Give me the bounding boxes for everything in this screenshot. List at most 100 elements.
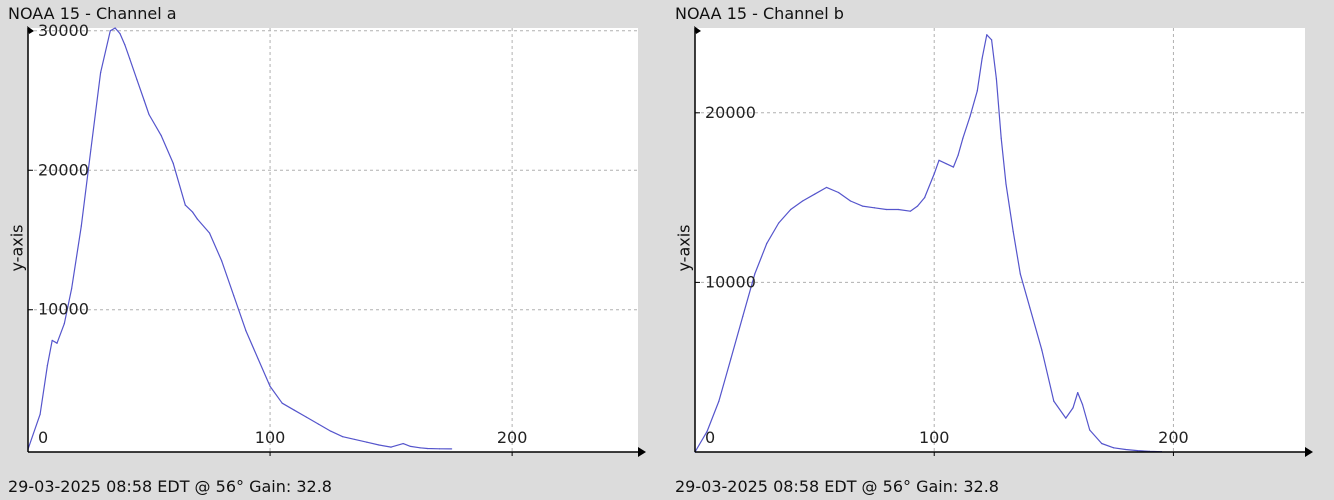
data-point	[957, 154, 959, 156]
data-point	[233, 295, 235, 297]
data-point	[981, 57, 983, 60]
data-point	[329, 430, 332, 432]
plot-area	[28, 28, 638, 452]
data-point	[409, 445, 412, 448]
data-point	[730, 358, 732, 360]
data-point	[281, 402, 283, 404]
data-point	[706, 431, 708, 433]
chart-footer-info: 29-03-2025 08:58 EDT @ 56° Gain: 32.8	[8, 477, 332, 496]
data-point	[124, 44, 126, 46]
x-axis-arrow	[1305, 447, 1313, 457]
data-point	[1113, 447, 1115, 449]
data-point	[1012, 230, 1014, 233]
data-point	[56, 342, 58, 344]
data-point	[451, 448, 453, 450]
data-point	[1089, 429, 1091, 431]
data-point	[909, 210, 911, 212]
y-axis-arrow	[27, 26, 34, 34]
chart-plot-channel-b: 0 100 200 10000 20000	[694, 26, 1313, 457]
data-point	[293, 409, 295, 411]
data-point	[825, 186, 828, 189]
data-point	[849, 200, 852, 202]
data-point	[718, 400, 720, 402]
data-point	[136, 79, 138, 81]
data-point	[196, 218, 199, 220]
data-point	[938, 159, 940, 161]
data-point	[269, 385, 271, 388]
data-point	[945, 163, 947, 165]
data-point	[924, 197, 926, 199]
data-point	[897, 208, 899, 211]
data-point	[885, 208, 887, 211]
data-point	[221, 260, 223, 262]
data-point	[1081, 403, 1084, 406]
data-point	[119, 32, 121, 35]
data-point	[80, 225, 82, 227]
data-point	[378, 444, 380, 446]
data-point	[873, 207, 876, 209]
data-point	[952, 166, 954, 168]
data-point	[317, 423, 320, 425]
data-point	[1077, 392, 1079, 394]
data-point	[916, 205, 919, 207]
chart-title: NOAA 15 - Channel b	[675, 4, 844, 23]
data-point	[1072, 407, 1074, 409]
x-tick-label: 0	[38, 428, 48, 447]
data-point	[933, 173, 935, 175]
data-point	[742, 315, 744, 317]
data-point	[354, 438, 356, 441]
data-point	[342, 436, 344, 438]
data-point	[390, 446, 392, 448]
data-point	[1101, 442, 1103, 445]
data-point	[1000, 137, 1002, 139]
data-point	[305, 416, 307, 418]
chart-footer-info: 29-03-2025 08:58 EDT @ 56° Gain: 32.8	[675, 477, 999, 496]
data-point	[778, 222, 780, 224]
data-point	[1065, 417, 1067, 419]
data-point	[366, 441, 368, 443]
data-point	[790, 208, 792, 211]
data-point	[1136, 450, 1139, 452]
data-point	[46, 364, 48, 367]
data-point	[976, 90, 978, 92]
data-point	[1124, 448, 1127, 451]
data-point	[814, 193, 816, 195]
x-tick-label: 100	[919, 428, 950, 447]
data-point	[208, 232, 211, 234]
data-point	[861, 205, 864, 207]
data-point	[962, 137, 964, 139]
x-tick-label: 100	[255, 428, 286, 447]
chart-panel-channel-b: NOAA 15 - Channel b 0 100 200 10000 20000 y-…	[667, 0, 1334, 500]
chart-panel-channel-a: NOAA 15 - Channel a 0 100 200 10000 20000 300…	[7, 4, 646, 496]
data-point	[1019, 273, 1021, 275]
data-point	[837, 191, 840, 194]
data-point	[1005, 183, 1007, 185]
data-point	[129, 58, 131, 60]
data-point	[109, 30, 111, 32]
data-point	[986, 34, 988, 36]
data-point	[419, 447, 421, 449]
data-point	[995, 78, 998, 80]
y-tick-label: 30000	[38, 21, 89, 40]
y-tick-label: 10000	[38, 300, 89, 319]
data-point	[1029, 307, 1031, 309]
chart-title: NOAA 15 - Channel a	[8, 4, 177, 23]
data-point	[192, 211, 194, 213]
data-point	[148, 113, 150, 116]
y-axis-arrow	[694, 26, 701, 34]
y-tick-label: 10000	[705, 272, 756, 291]
x-tick-label: 200	[1158, 428, 1189, 447]
x-axis-arrow	[638, 447, 646, 457]
data-point	[90, 148, 92, 150]
y-tick-label: 20000	[705, 103, 756, 122]
data-point	[160, 134, 162, 136]
data-point	[70, 288, 73, 290]
data-point	[1041, 349, 1043, 351]
data-point	[991, 39, 993, 41]
data-point	[426, 447, 429, 450]
data-point	[969, 115, 971, 117]
data-point	[143, 99, 145, 102]
y-axis-label: y-axis	[7, 224, 27, 272]
data-point	[184, 204, 186, 206]
data-point	[802, 200, 804, 202]
